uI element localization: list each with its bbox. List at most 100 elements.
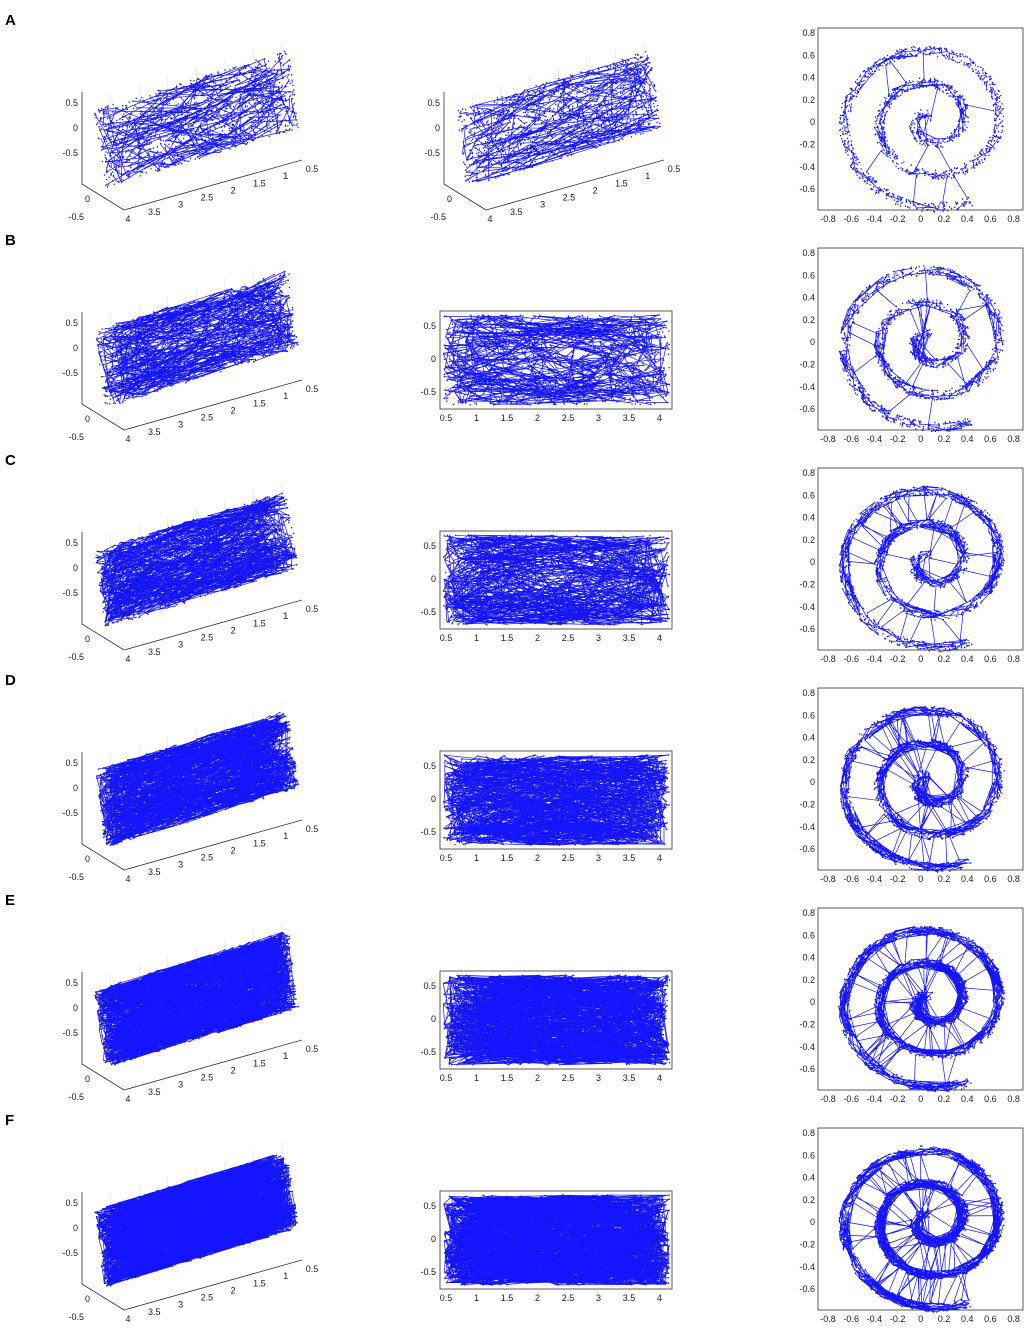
y-tick-label: 0.8 [802, 908, 815, 918]
side-tick-label: -0.5 [68, 872, 84, 882]
graph-edges [442, 974, 669, 1066]
x-tick-label: -0.6 [843, 654, 859, 664]
y-tick-label: -0.2 [799, 580, 815, 590]
y-tick-label: -0.4 [799, 162, 815, 172]
side-tick-label: -0.5 [68, 1092, 84, 1102]
x-tick-label: -0.6 [843, 1314, 859, 1324]
plot-frame [439, 750, 673, 850]
x-tick-label: -0.6 [843, 874, 859, 884]
panel-b-right: 0.8 0.6 0.4 0.2 0 -0.2 -0.4 -0.6 -0.8 -0.6 -0.4 -0.… [799, 247, 1024, 444]
long-tick-label: 1.5 [253, 1278, 266, 1288]
long-tick-label: 1.5 [253, 398, 266, 408]
x-tick-label: 0.4 [961, 214, 974, 224]
y-tick-label: 0.8 [802, 468, 815, 478]
x-tick-label: 0.8 [1007, 434, 1020, 444]
x-tick-label: 0.4 [961, 434, 974, 444]
side-tick-label: -0.5 [68, 432, 84, 442]
z-tick-label: 0 [73, 563, 78, 573]
long-tick-label: 1 [645, 171, 650, 181]
y-tick-label: 0.4 [802, 1173, 815, 1183]
long-tick-label: 3 [540, 200, 545, 210]
y-tick-label: -0.6 [799, 624, 815, 634]
long-axis [123, 599, 303, 651]
x-tick-label: 0.5 [440, 413, 453, 423]
y-tick-label: 0.5 [423, 761, 436, 771]
y-tick-label: -0.4 [799, 1262, 815, 1272]
y-tick-label: 0.6 [802, 270, 815, 280]
side-tick-label: -0.5 [68, 212, 84, 222]
data-points [443, 314, 670, 406]
x-tick-label: 2.5 [562, 413, 575, 423]
z-tick-label: 0.5 [65, 98, 78, 108]
x-tick-label: 4 [657, 1293, 662, 1303]
z-tick-label: 0.5 [65, 318, 78, 328]
z-tick-label: -0.5 [62, 368, 78, 378]
x-tick-label: 3.5 [623, 1293, 636, 1303]
side-axis [81, 1063, 125, 1091]
x-tick-label: 4 [657, 633, 662, 643]
z-tick-label: 0.5 [65, 978, 78, 988]
x-tick-label: 1.5 [501, 853, 514, 863]
x-tick-label: -0.6 [843, 1094, 859, 1104]
long-tick-label: 1.5 [253, 618, 266, 628]
x-tick-label: 0.5 [440, 633, 453, 643]
y-tick-label: -0.4 [799, 1042, 815, 1052]
panel-a-middle: 0.50-0.50-0.5 43.532.521.510.5 [424, 42, 680, 224]
long-tick-label: 3 [178, 640, 183, 650]
long-tick-label: 3 [178, 1080, 183, 1090]
long-tick-label: 2.5 [201, 633, 214, 643]
row-f: 0.50-0.50-0.5 43.532.521.510.50.50-0.50.5… [62, 1127, 1024, 1324]
y-tick-label: 0 [810, 117, 815, 127]
x-tick-label: -0.2 [890, 1094, 906, 1104]
side-tick-label: 0 [85, 1294, 90, 1304]
plot-frame [817, 1127, 1024, 1311]
y-tick-label: -0.2 [799, 140, 815, 150]
long-tick-label: 3 [178, 200, 183, 210]
graph-edges [442, 534, 670, 626]
data-points [95, 492, 298, 627]
long-axis [123, 1039, 303, 1091]
graph-edges [838, 1146, 1004, 1313]
x-tick-label: 0.8 [1007, 1314, 1020, 1324]
side-axis [81, 623, 125, 651]
y-tick-label: -0.4 [799, 382, 815, 392]
y-tick-label: -0.5 [420, 387, 436, 397]
long-tick-label: 1.5 [253, 838, 266, 848]
y-tick-label: -0.5 [420, 827, 436, 837]
plot-frame [439, 530, 673, 630]
data-points [443, 534, 670, 626]
long-tick-label: 2.5 [201, 193, 214, 203]
y-tick-label: 0.4 [802, 953, 815, 963]
panel-a-right: 0.8 0.6 0.4 0.2 0 -0.2 -0.4 -0.6 -0.8 -0.6 -0.4 -0.… [799, 27, 1024, 224]
y-tick-label: -0.2 [799, 360, 815, 370]
long-tick-label: 2.5 [201, 1293, 214, 1303]
x-tick-label: 3 [596, 633, 601, 643]
data-points [443, 974, 671, 1066]
x-tick-label: 3.5 [623, 633, 636, 643]
y-tick-label: 0.2 [802, 315, 815, 325]
x-tick-label: -0.4 [867, 434, 883, 444]
long-tick-label: 3.5 [148, 427, 161, 437]
long-tick-label: 4 [125, 1314, 130, 1324]
y-tick-label: 0 [810, 997, 815, 1007]
long-tick-label: 2 [231, 1065, 236, 1075]
x-tick-label: 4 [657, 1073, 662, 1083]
panel-letter-b: B [5, 232, 16, 249]
panel-letter-d: D [5, 672, 16, 689]
long-tick-label: 2.5 [201, 413, 214, 423]
y-tick-label: 0.4 [802, 733, 815, 743]
y-tick-label: 0.2 [802, 1195, 815, 1205]
side-axis [81, 1283, 125, 1311]
graph-edges [443, 1194, 670, 1286]
long-tick-label: 3 [178, 860, 183, 870]
z-tick-label: 0.5 [427, 98, 440, 108]
x-tick-label: 0.4 [961, 874, 974, 884]
graph-edges [96, 712, 298, 846]
long-axis [123, 1259, 303, 1311]
y-tick-label: -0.2 [799, 1020, 815, 1030]
x-tick-label: 0 [918, 1094, 923, 1104]
x-tick-label: 0 [918, 654, 923, 664]
plot-frame [439, 1190, 673, 1290]
long-tick-label: 3.5 [148, 1307, 161, 1317]
plot-frame [817, 907, 1024, 1091]
